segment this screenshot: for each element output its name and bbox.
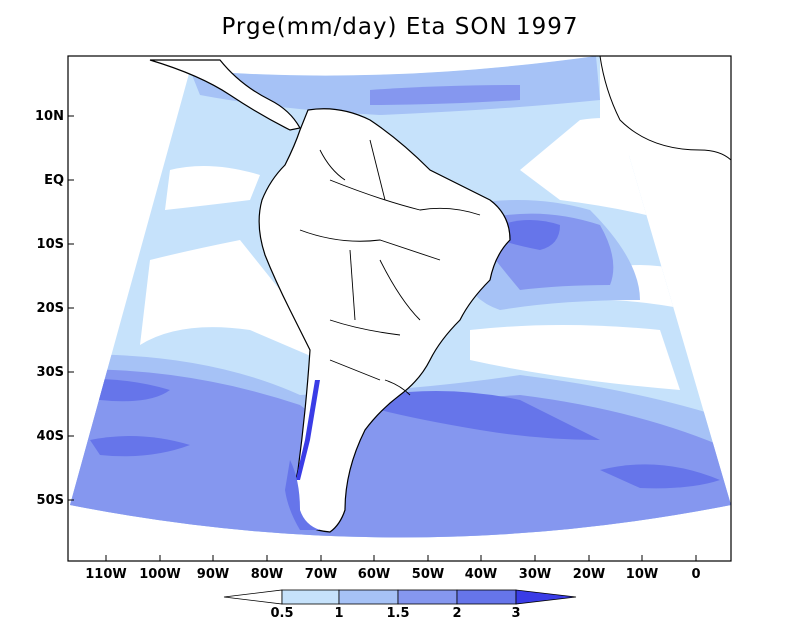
- patagonia-precip: [285, 460, 320, 530]
- colorbar-segment: [338, 589, 399, 605]
- x-tick-label: 50W: [411, 567, 445, 582]
- y-ticks: [68, 115, 74, 501]
- y-tick-label: 10S: [36, 237, 64, 252]
- low-precip-region: [470, 325, 680, 390]
- storm-track-band: [380, 391, 600, 440]
- y-tick-label: 30S: [36, 365, 64, 380]
- colorbar: [223, 589, 577, 605]
- itcz-band: [370, 85, 520, 105]
- andes-precip-max: [296, 380, 320, 480]
- storm-track-band: [70, 369, 731, 538]
- colorbar-label: 1.5: [386, 606, 410, 621]
- x-tick-label: 40W: [464, 567, 498, 582]
- colorbar-label: 1: [334, 606, 344, 621]
- storm-track-band: [600, 464, 720, 489]
- x-tick-label: 30W: [518, 567, 552, 582]
- x-tick-label: 90W: [196, 567, 230, 582]
- colorbar-label: 0.5: [270, 606, 294, 621]
- colorbar-segment: [456, 589, 517, 605]
- x-tick-label: 0: [691, 567, 701, 582]
- y-tick-label: 20S: [36, 301, 64, 316]
- storm-track-band: [90, 436, 190, 457]
- x-tick-label: 100W: [139, 567, 181, 582]
- colorbar-segment: [515, 589, 577, 605]
- south-america-land: [258, 108, 511, 533]
- x-tick-label: 110W: [85, 567, 127, 582]
- y-tick-label: 40S: [36, 429, 64, 444]
- x-tick-label: 60W: [357, 567, 391, 582]
- africa-land: [600, 56, 731, 200]
- country-borders: [299, 139, 481, 396]
- x-tick-label: 70W: [304, 567, 338, 582]
- africa-coastline: [599, 56, 731, 161]
- atlantic-precip-max: [500, 220, 560, 250]
- low-precip-region: [140, 240, 320, 360]
- y-tick-label: 10N: [35, 109, 64, 124]
- map-title: Prge(mm/day) Eta SON 1997: [221, 14, 579, 40]
- colorbar-label: 2: [452, 606, 462, 621]
- low-precip-region: [165, 166, 260, 210]
- colorbar-segment: [223, 589, 283, 605]
- colorbar-label: 3: [511, 606, 521, 621]
- x-ticks: [105, 555, 697, 561]
- colorbar-segment: [281, 589, 340, 605]
- x-tick-label: 80W: [250, 567, 284, 582]
- colorbar-segment: [397, 589, 458, 605]
- central-america-land: [149, 59, 301, 131]
- x-tick-label: 20W: [572, 567, 606, 582]
- y-tick-label: 50S: [36, 493, 64, 508]
- x-tick-label: 10W: [625, 567, 659, 582]
- y-tick-label: EQ: [44, 173, 64, 188]
